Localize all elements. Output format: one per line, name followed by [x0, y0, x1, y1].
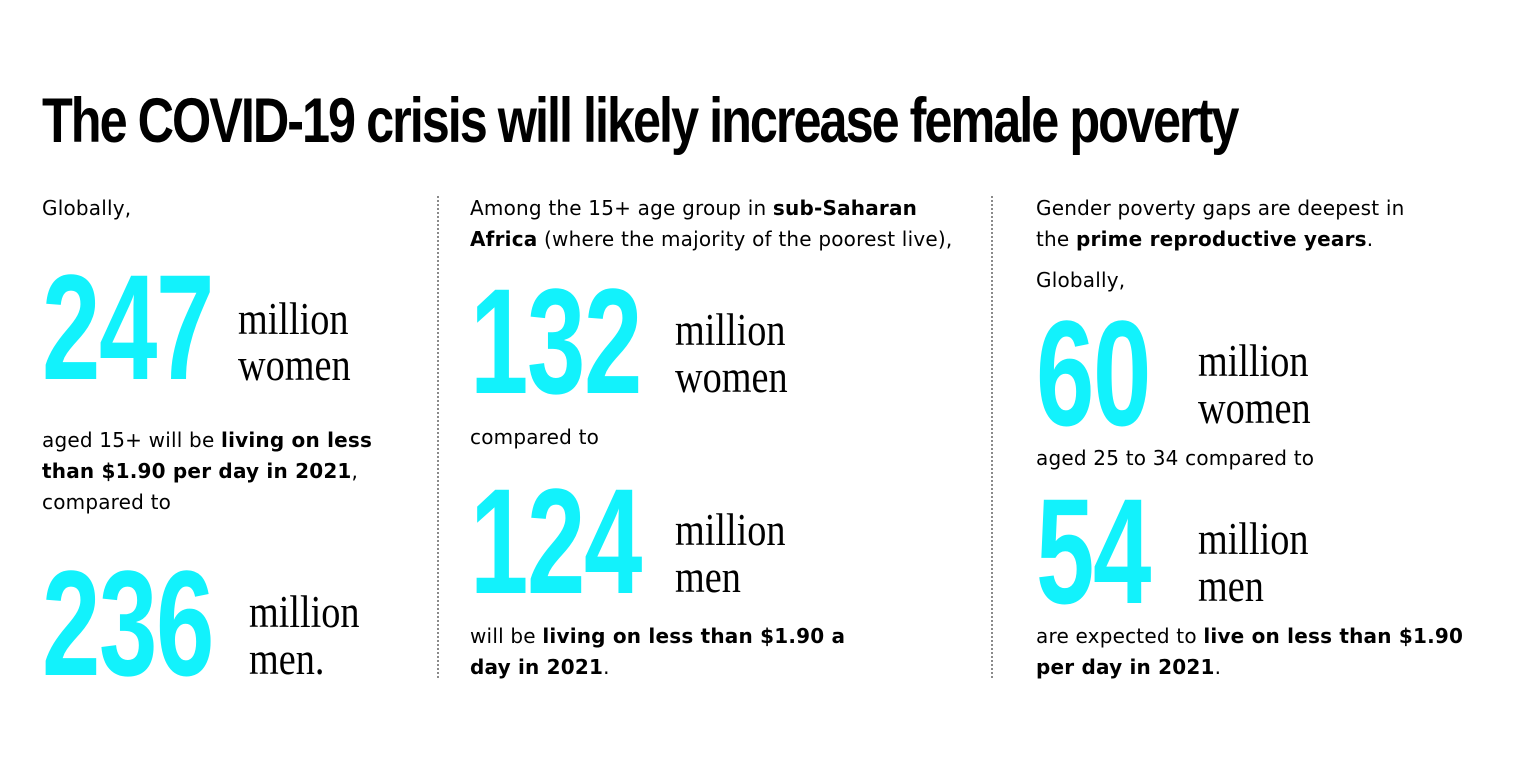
- column-sub-saharan-africa: Among the 15+ age group in sub-Saharan A…: [470, 0, 980, 760]
- intro-text: Among the 15+ age group in sub-Saharan: [470, 196, 918, 220]
- stat-women-label: women: [1198, 383, 1311, 433]
- stat-women-number: 132: [470, 257, 642, 425]
- body-text: day in 2021.: [470, 655, 610, 679]
- stat-women-unit: million: [238, 294, 349, 344]
- stat-men-label: men: [1198, 561, 1264, 611]
- body-text: are expected to live on less than $1.90: [1036, 624, 1464, 648]
- body-text: aged 25 to 34 compared to: [1036, 446, 1315, 470]
- body-text: compared to: [470, 425, 600, 449]
- stat-men-unit: million: [675, 505, 786, 555]
- intro-text: Globally,: [42, 196, 132, 220]
- column-reproductive-years: Gender poverty gaps are deepest in the p…: [1036, 0, 1496, 760]
- stat-men-number: 236: [42, 539, 214, 707]
- column-divider: [991, 196, 993, 678]
- stat-women-unit: million: [675, 305, 786, 355]
- stat-men-number: 54: [1036, 467, 1151, 635]
- stat-men-label: men.: [249, 634, 325, 684]
- intro-text: the prime reproductive years.: [1036, 227, 1374, 251]
- stat-women-label: women: [238, 340, 351, 390]
- stat-women-number: 60: [1036, 289, 1151, 457]
- stat-women-number: 247: [42, 243, 214, 411]
- intro-text: Globally,: [1036, 268, 1126, 292]
- body-text: per day in 2021.: [1036, 655, 1222, 679]
- body-text: aged 15+ will be living on less: [42, 428, 373, 452]
- column-global: Globally, 247 million women aged 15+ wil…: [42, 0, 422, 760]
- stat-women-label: women: [675, 352, 788, 402]
- stat-men-number: 124: [470, 457, 642, 625]
- body-text: than $1.90 per day in 2021,: [42, 459, 359, 483]
- body-text: will be living on less than $1.90 a: [470, 624, 846, 648]
- stat-women-unit: million: [1198, 336, 1309, 386]
- stat-men-label: men: [675, 552, 741, 602]
- intro-text: Africa (where the majority of the poores…: [470, 227, 953, 251]
- column-divider: [437, 196, 439, 678]
- stat-men-unit: million: [249, 587, 360, 637]
- page-title: The COVID-19 crisis will likely increase…: [42, 86, 1239, 156]
- intro-text: Gender poverty gaps are deepest in: [1036, 196, 1405, 220]
- stat-men-unit: million: [1198, 514, 1309, 564]
- body-text: compared to: [42, 490, 172, 514]
